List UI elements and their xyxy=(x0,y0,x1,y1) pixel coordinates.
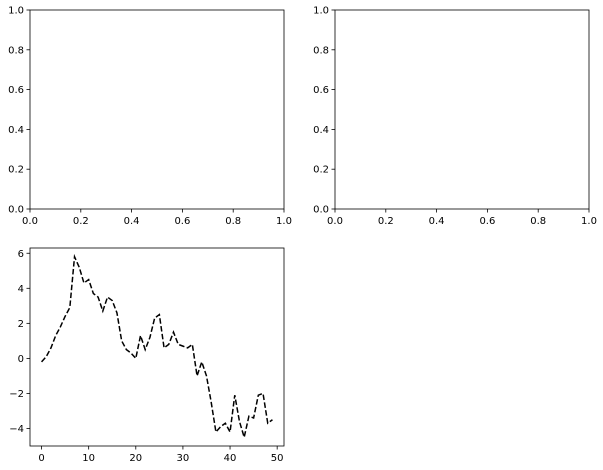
y-tick-label: 0.0 xyxy=(8,205,24,216)
y-tick-label: 4 xyxy=(18,284,24,295)
y-tick-label: 0.4 xyxy=(313,125,329,136)
x-tick-label: 0.8 xyxy=(225,216,241,227)
x-tick-label: 0.2 xyxy=(378,216,394,227)
y-tick-label: 0.0 xyxy=(313,205,329,216)
x-tick-label: 0.8 xyxy=(530,216,546,227)
x-tick-label: 0.0 xyxy=(22,216,38,227)
y-tick-label: 1.0 xyxy=(8,6,24,17)
x-tick-label: 1.0 xyxy=(581,216,597,227)
y-tick-label: 0.2 xyxy=(8,165,24,176)
x-tick-label: 40 xyxy=(224,453,237,464)
y-tick-label: 2 xyxy=(18,319,24,330)
x-tick-label: 0.4 xyxy=(124,216,140,227)
x-tick-label: 50 xyxy=(271,453,284,464)
y-tick-label: 0.4 xyxy=(8,125,24,136)
y-tick-label: 0.8 xyxy=(8,45,24,56)
x-tick-label: 30 xyxy=(177,453,190,464)
x-tick-label: 0.2 xyxy=(73,216,89,227)
y-tick-label: −2 xyxy=(9,389,24,400)
y-tick-label: 6 xyxy=(18,249,24,260)
y-tick-label: 1.0 xyxy=(313,6,329,17)
x-tick-label: 10 xyxy=(82,453,95,464)
x-tick-label: 20 xyxy=(129,453,142,464)
x-tick-label: 0.6 xyxy=(479,216,495,227)
y-tick-label: 0.2 xyxy=(313,165,329,176)
axes-frame xyxy=(334,9,590,210)
y-tick-label: 0 xyxy=(18,354,24,365)
series-line-0 xyxy=(40,253,273,441)
y-tick-label: −4 xyxy=(9,424,24,435)
x-tick-label: 0.6 xyxy=(174,216,190,227)
axes-frame xyxy=(29,247,285,447)
subplot-top-left: 0.0 0.2 0.4 0.6 0.8 1.0 0.0 0.2 0.4 0.6 0.8 1.0 xyxy=(8,6,292,228)
y-tick-label: 0.8 xyxy=(313,45,329,56)
x-tick-label: 0 xyxy=(38,453,44,464)
subplot-top-right: 0.0 0.2 0.4 0.6 0.8 1.0 0.0 0.2 0.4 0.6 0.8 1.0 xyxy=(313,6,597,228)
y-tick-label: 0.6 xyxy=(8,85,24,96)
x-tick-label: 1.0 xyxy=(276,216,292,227)
axes-frame xyxy=(29,9,285,210)
x-tick-label: 0.0 xyxy=(327,216,343,227)
y-tick-label: 0.6 xyxy=(313,85,329,96)
subplot-bottom-left: 0 10 20 30 40 50 −4 −2 0 2 4 6 xyxy=(9,247,285,464)
x-tick-label: 0.4 xyxy=(429,216,445,227)
